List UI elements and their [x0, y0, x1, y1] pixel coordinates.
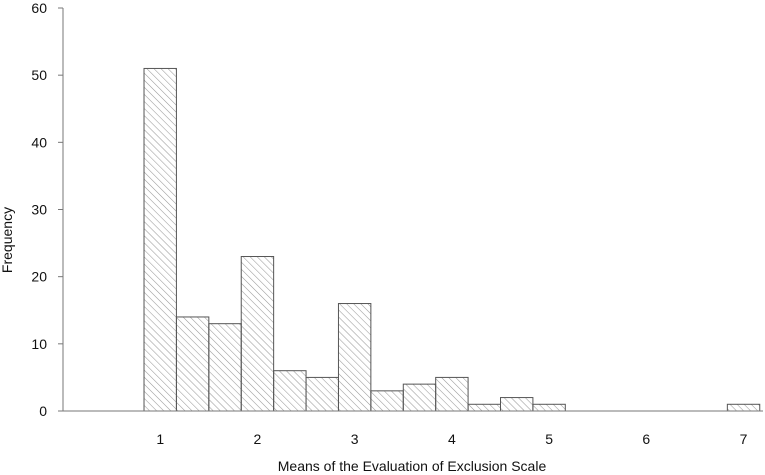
x-ticks-group: 1 2 3 4 5 6 7 — [156, 431, 747, 447]
y-axis-title: Frequency — [0, 207, 15, 273]
histogram-bar-4 — [240, 256, 275, 412]
y-tick-label: 30 — [31, 202, 47, 218]
x-tick-label: 4 — [448, 431, 456, 447]
x-axis-title: Means of the Evaluation of Exclusion Sca… — [278, 458, 547, 474]
histogram-bar-12 — [500, 397, 534, 412]
x-tick-label: 6 — [642, 431, 650, 447]
histogram-bar-2 — [175, 316, 210, 412]
histogram-bar-14 — [726, 403, 761, 412]
x-tick-label: 5 — [545, 431, 553, 447]
histogram-bar-5 — [273, 370, 307, 412]
histogram-bar-7 — [337, 303, 372, 412]
histogram-bar-11 — [467, 403, 501, 412]
histogram-bar-1 — [143, 67, 177, 412]
histogram-bar-6 — [305, 376, 339, 412]
y-tick-label: 20 — [31, 269, 47, 285]
y-ticks-group: 0 10 20 30 40 50 60 — [31, 0, 63, 419]
histogram-bar-13 — [532, 403, 566, 412]
histogram-bar-8 — [370, 390, 404, 412]
x-tick-label: 2 — [254, 431, 262, 447]
x-tick-label: 1 — [156, 431, 164, 447]
y-tick-label: 40 — [31, 134, 47, 150]
bars-group — [143, 67, 761, 412]
histogram-bar-10 — [435, 376, 469, 412]
y-tick-label: 10 — [31, 336, 47, 352]
y-tick-label: 60 — [31, 0, 47, 16]
histogram-bar-3 — [208, 323, 242, 412]
x-tick-label: 3 — [351, 431, 359, 447]
x-tick-label: 7 — [740, 431, 748, 447]
y-tick-label: 0 — [39, 403, 47, 419]
histogram-bar-9 — [402, 383, 437, 412]
y-tick-label: 50 — [31, 67, 47, 83]
